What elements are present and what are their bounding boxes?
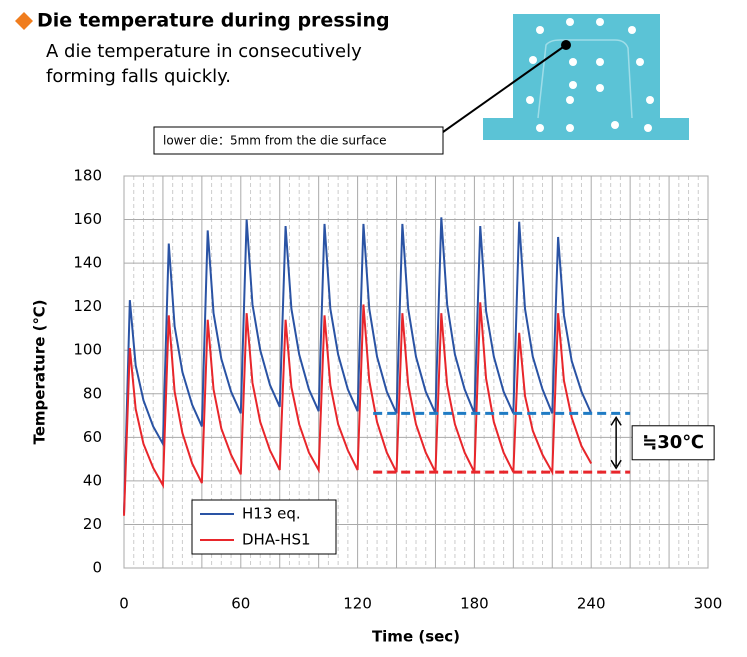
subtitle: forming falls quickly. (46, 66, 231, 87)
legend-label: H13 eq. (242, 505, 301, 523)
y-tick-label: 100 (73, 341, 102, 359)
x-tick-label: 60 (231, 595, 250, 613)
subtitle: A die temperature in consecutively (46, 41, 362, 62)
y-tick-label: 60 (83, 428, 102, 446)
legend-label: DHA-HS1 (242, 531, 311, 549)
x-tick-label: 300 (694, 595, 723, 613)
y-tick-label: 120 (73, 297, 102, 315)
y-tick-label: 180 (73, 167, 102, 185)
x-axis-label: Time (sec) (372, 628, 460, 646)
y-tick-label: 0 (92, 559, 102, 577)
y-tick-label: 80 (83, 384, 102, 402)
y-tick-label: 160 (73, 210, 102, 228)
callout: lower die：5mm from the die surface (163, 134, 387, 148)
x-tick-label: 0 (119, 595, 129, 613)
legend-box (191, 499, 337, 555)
plot-area: 0 20 40 60 80 100 120 140 160 180 0 60 120 180 240 300 ≒… (73, 167, 722, 613)
x-tick-label: 240 (577, 595, 606, 613)
annotation-box (631, 425, 715, 461)
y-axis-label: Temperature (℃) (31, 300, 49, 445)
die-illustration (442, 14, 689, 140)
annotation: ≒30℃ (642, 432, 704, 453)
y-tick-label: 140 (73, 254, 102, 272)
title-bullet (15, 12, 33, 30)
y-tick-label: 20 (83, 515, 102, 533)
arrow-head (610, 415, 622, 426)
x-tick-label: 180 (460, 595, 489, 613)
chart-title: Die temperature during pressing (37, 10, 390, 32)
arrow-head (610, 459, 622, 470)
y-tick-label: 40 (83, 471, 102, 489)
x-tick-label: 120 (343, 595, 372, 613)
callout-box (153, 126, 444, 155)
